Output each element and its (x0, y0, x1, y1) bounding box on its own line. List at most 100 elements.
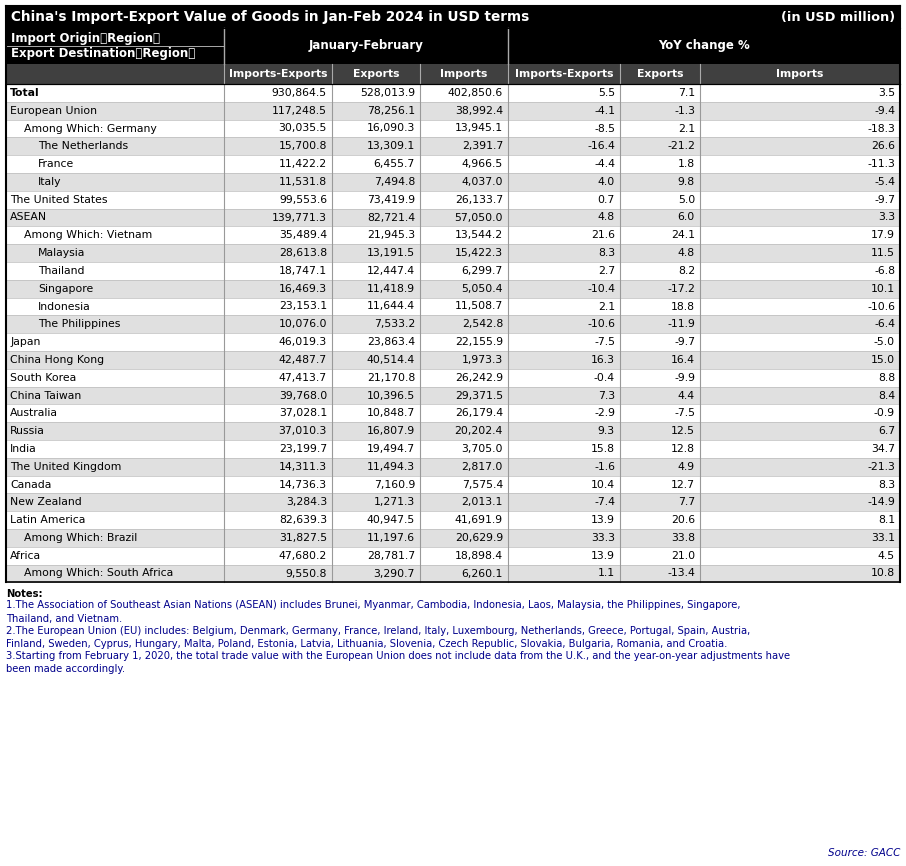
Text: 11.5: 11.5 (871, 248, 895, 258)
Text: 1.8: 1.8 (678, 159, 695, 169)
FancyBboxPatch shape (6, 333, 900, 351)
Text: -6.8: -6.8 (874, 266, 895, 276)
Text: 18,898.4: 18,898.4 (455, 551, 503, 560)
FancyBboxPatch shape (6, 173, 900, 191)
Text: Russia: Russia (10, 426, 45, 436)
Text: 10,076.0: 10,076.0 (278, 320, 327, 329)
FancyBboxPatch shape (6, 423, 900, 440)
Text: 12.8: 12.8 (671, 444, 695, 454)
Text: 6.7: 6.7 (878, 426, 895, 436)
Text: 2.The European Union (EU) includes: Belgium, Denmark, Germany, France, Ireland, : 2.The European Union (EU) includes: Belg… (6, 626, 750, 649)
FancyBboxPatch shape (6, 64, 900, 84)
Text: 13,945.1: 13,945.1 (455, 124, 503, 133)
Text: (in USD million): (in USD million) (781, 10, 895, 23)
Text: 22,155.9: 22,155.9 (455, 337, 503, 347)
Text: Imports: Imports (776, 69, 824, 79)
Text: 6,455.7: 6,455.7 (374, 159, 415, 169)
Text: 6,299.7: 6,299.7 (462, 266, 503, 276)
Text: -9.7: -9.7 (674, 337, 695, 347)
Text: 2.1: 2.1 (598, 301, 615, 312)
Text: 15.0: 15.0 (871, 355, 895, 365)
Text: 8.2: 8.2 (678, 266, 695, 276)
Text: -11.9: -11.9 (667, 320, 695, 329)
Text: 9,550.8: 9,550.8 (285, 568, 327, 578)
Text: 4.9: 4.9 (678, 462, 695, 472)
Text: Imports: Imports (440, 69, 487, 79)
Text: 8.1: 8.1 (878, 515, 895, 525)
Text: Exports: Exports (352, 69, 400, 79)
Text: 16.4: 16.4 (671, 355, 695, 365)
Text: New Zealand: New Zealand (10, 497, 82, 507)
Text: -9.4: -9.4 (874, 106, 895, 116)
Text: -21.2: -21.2 (667, 141, 695, 152)
Text: Exports: Exports (637, 69, 683, 79)
FancyBboxPatch shape (6, 28, 900, 64)
Text: Thailand: Thailand (38, 266, 84, 276)
FancyBboxPatch shape (6, 386, 900, 404)
Text: 33.3: 33.3 (591, 533, 615, 543)
Text: 12.5: 12.5 (671, 426, 695, 436)
Text: 2.7: 2.7 (598, 266, 615, 276)
Text: Malaysia: Malaysia (38, 248, 85, 258)
Text: 8.4: 8.4 (878, 391, 895, 400)
Text: South Korea: South Korea (10, 372, 76, 383)
Text: 930,864.5: 930,864.5 (272, 88, 327, 98)
Text: 3,290.7: 3,290.7 (373, 568, 415, 578)
Text: 12,447.4: 12,447.4 (367, 266, 415, 276)
Text: Imports-Exports: Imports-Exports (515, 69, 613, 79)
FancyBboxPatch shape (6, 369, 900, 386)
Text: 6,260.1: 6,260.1 (462, 568, 503, 578)
Text: -6.4: -6.4 (874, 320, 895, 329)
Text: 28,781.7: 28,781.7 (367, 551, 415, 560)
Text: 6.0: 6.0 (678, 212, 695, 223)
Text: 11,644.4: 11,644.4 (367, 301, 415, 312)
Text: -4.1: -4.1 (594, 106, 615, 116)
Text: -1.3: -1.3 (674, 106, 695, 116)
Text: -8.5: -8.5 (594, 124, 615, 133)
Text: China's Import-Export Value of Goods in Jan-Feb 2024 in USD terms: China's Import-Export Value of Goods in … (11, 10, 529, 24)
Text: 5.0: 5.0 (678, 195, 695, 204)
Text: 3,705.0: 3,705.0 (461, 444, 503, 454)
Text: 33.1: 33.1 (871, 533, 895, 543)
Text: 5.5: 5.5 (598, 88, 615, 98)
Text: 11,418.9: 11,418.9 (367, 284, 415, 294)
Text: 47,413.7: 47,413.7 (279, 372, 327, 383)
FancyBboxPatch shape (6, 404, 900, 423)
Text: 21.6: 21.6 (591, 230, 615, 240)
Text: 1.1: 1.1 (598, 568, 615, 578)
Text: -7.5: -7.5 (594, 337, 615, 347)
Text: 78,256.1: 78,256.1 (367, 106, 415, 116)
Text: 24.1: 24.1 (671, 230, 695, 240)
Text: European Union: European Union (10, 106, 97, 116)
Text: 34.7: 34.7 (871, 444, 895, 454)
Text: 26,133.7: 26,133.7 (455, 195, 503, 204)
Text: 38,992.4: 38,992.4 (455, 106, 503, 116)
Text: 402,850.6: 402,850.6 (448, 88, 503, 98)
Text: 7.1: 7.1 (678, 88, 695, 98)
Text: The Philippines: The Philippines (38, 320, 120, 329)
Text: 4.0: 4.0 (598, 177, 615, 187)
FancyBboxPatch shape (6, 494, 900, 511)
Text: 23,863.4: 23,863.4 (367, 337, 415, 347)
Text: Latin America: Latin America (10, 515, 85, 525)
Text: 12.7: 12.7 (671, 480, 695, 489)
FancyBboxPatch shape (6, 440, 900, 458)
Text: 528,013.9: 528,013.9 (360, 88, 415, 98)
Text: 5,050.4: 5,050.4 (461, 284, 503, 294)
Text: 7.7: 7.7 (678, 497, 695, 507)
Text: 8.3: 8.3 (598, 248, 615, 258)
Text: 4.8: 4.8 (678, 248, 695, 258)
Text: -0.4: -0.4 (593, 372, 615, 383)
Text: -18.3: -18.3 (867, 124, 895, 133)
FancyBboxPatch shape (6, 298, 900, 315)
Text: -2.9: -2.9 (594, 408, 615, 418)
Text: 18,747.1: 18,747.1 (279, 266, 327, 276)
Text: Total: Total (10, 88, 40, 98)
Text: 4.4: 4.4 (678, 391, 695, 400)
Text: Singapore: Singapore (38, 284, 93, 294)
Text: 82,721.4: 82,721.4 (367, 212, 415, 223)
FancyBboxPatch shape (6, 209, 900, 226)
Text: -1.6: -1.6 (594, 462, 615, 472)
Text: 30,035.5: 30,035.5 (279, 124, 327, 133)
Text: 8.8: 8.8 (878, 372, 895, 383)
